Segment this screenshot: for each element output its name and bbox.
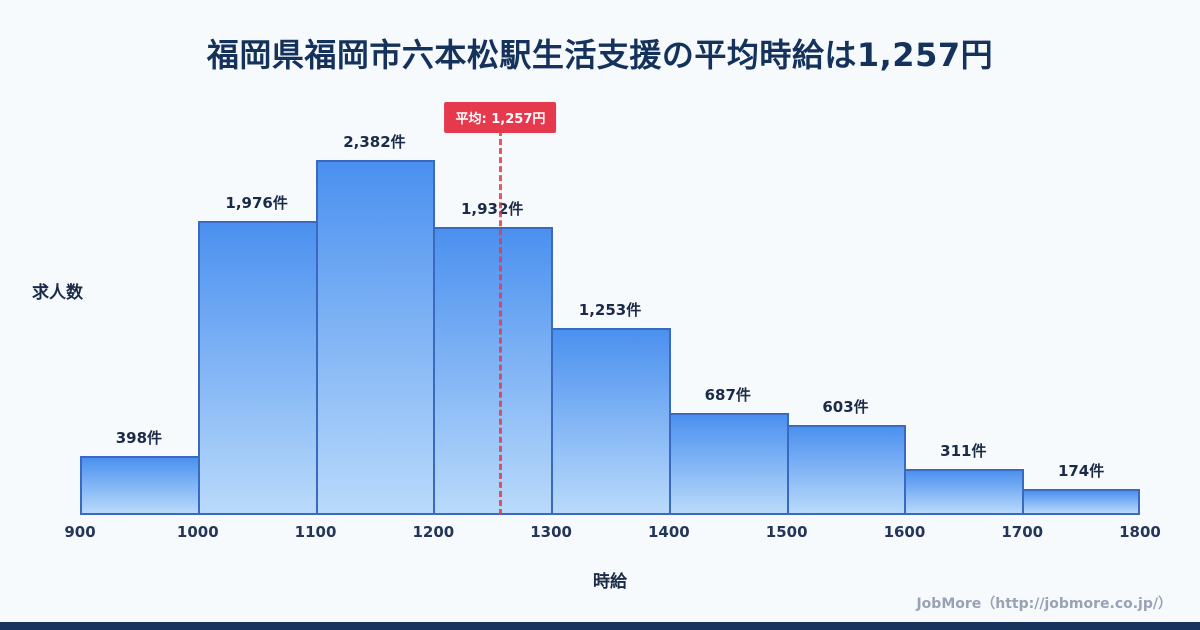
x-tick-label: 1400 [648, 523, 690, 541]
x-tick-label: 1100 [294, 523, 337, 541]
bar-value-label: 687件 [704, 385, 751, 404]
bar-value-label: 1,976件 [225, 193, 288, 212]
x-tick-label: 1200 [412, 523, 455, 541]
histogram-bar [904, 468, 1025, 515]
histogram-bar [786, 425, 907, 515]
bar-value-label: 174件 [1057, 462, 1105, 481]
histogram-bar [433, 227, 554, 515]
average-badge: 平均: 1,257円 [444, 102, 557, 133]
bar-value-label: 1,253件 [578, 301, 642, 320]
bar-value-label: 1,932件 [460, 200, 524, 219]
x-tick-label: 1300 [530, 523, 572, 541]
histogram-bar [315, 160, 436, 515]
bar-value-label: 398件 [115, 428, 163, 447]
y-axis-label: 求人数 [32, 283, 83, 303]
bar-value-label: 311件 [940, 441, 987, 460]
x-tick-label: 1700 [1001, 523, 1044, 541]
x-tick-label: 1000 [176, 523, 219, 541]
average-line [499, 130, 503, 515]
histogram-bar [80, 455, 200, 515]
footer-credit: JobMore（http://jobmore.co.jp/） [916, 596, 1172, 612]
bar-value-label: 603件 [822, 398, 869, 417]
bottom-accent-strip [0, 622, 1200, 630]
x-tick-label: 1500 [765, 523, 808, 541]
histogram-bar [197, 220, 318, 515]
histogram-bar [551, 328, 671, 515]
histogram-bar [668, 412, 789, 515]
page-title: 福岡県福岡市六本松駅生活支援の平均時給は1,257円 [206, 36, 994, 74]
x-tick-label: 1600 [883, 523, 926, 541]
x-tick-label: 900 [64, 523, 96, 541]
histogram-bar [1022, 489, 1140, 515]
histogram-plot-area: 平均: 1,257円 398件 1,976件 2,382件 1,932件 1,253件 6… [64, 100, 1161, 541]
bar-value-label: 2,382件 [343, 133, 406, 151]
x-axis-label: 時給 [593, 572, 627, 592]
x-tick-label: 1800 [1119, 523, 1161, 541]
